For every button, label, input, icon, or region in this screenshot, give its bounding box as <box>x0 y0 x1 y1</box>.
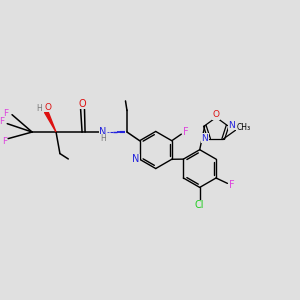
Text: N: N <box>202 134 208 143</box>
Text: F: F <box>4 109 9 118</box>
Text: Cl: Cl <box>195 200 205 210</box>
Text: H: H <box>100 134 106 143</box>
Text: O: O <box>212 110 219 119</box>
Text: O: O <box>45 103 52 112</box>
Text: O: O <box>78 99 86 109</box>
Text: H: H <box>37 103 42 112</box>
Text: N: N <box>132 154 139 164</box>
Text: F: F <box>0 117 5 126</box>
Text: F: F <box>230 181 235 190</box>
Text: CH₃: CH₃ <box>236 123 250 132</box>
Text: N: N <box>99 127 107 137</box>
Text: F: F <box>183 127 189 137</box>
Text: N: N <box>228 121 235 130</box>
Text: F: F <box>2 137 7 146</box>
Polygon shape <box>44 111 56 132</box>
